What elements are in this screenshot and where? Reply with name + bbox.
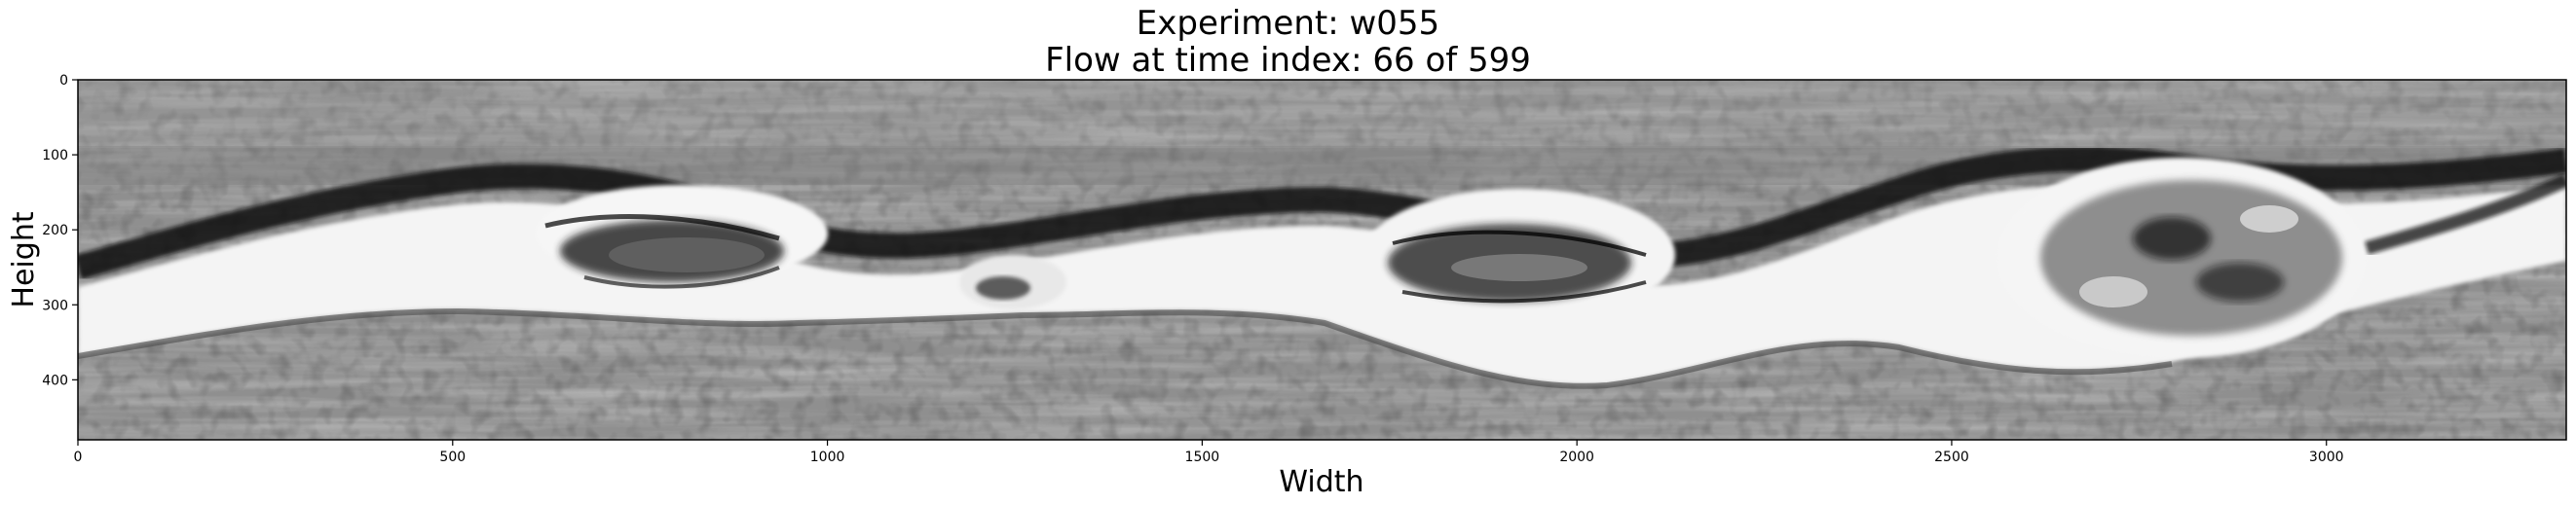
x-axis-label: Width — [1279, 465, 1363, 499]
y-tick-label: 200 — [42, 223, 68, 238]
x-tick-label: 1500 — [1185, 450, 1220, 465]
x-tick-label: 1000 — [810, 450, 845, 465]
y-axis-label: Height — [7, 211, 41, 307]
figure-title-line-1: Experiment: w055 — [1136, 4, 1440, 43]
plot-frame — [77, 79, 2567, 441]
x-tick-label: 500 — [439, 450, 466, 465]
y-tick-label: 100 — [42, 148, 68, 163]
flow-image — [78, 80, 2566, 440]
x-tick-label: 3000 — [2309, 450, 2344, 465]
y-axis: 0 100 200 300 400 — [42, 73, 78, 388]
y-tick-label: 300 — [42, 298, 68, 313]
x-tick-label: 0 — [74, 450, 83, 465]
x-axis: 0 500 1000 1500 2000 2500 3000 — [74, 440, 2344, 465]
x-tick-label: 2000 — [1559, 450, 1594, 465]
x-tick-label: 2500 — [1934, 450, 1969, 465]
y-tick-label: 0 — [59, 73, 68, 89]
figure-title-line-2: Flow at time index: 66 of 599 — [1045, 41, 1531, 80]
y-tick-label: 400 — [42, 373, 68, 388]
